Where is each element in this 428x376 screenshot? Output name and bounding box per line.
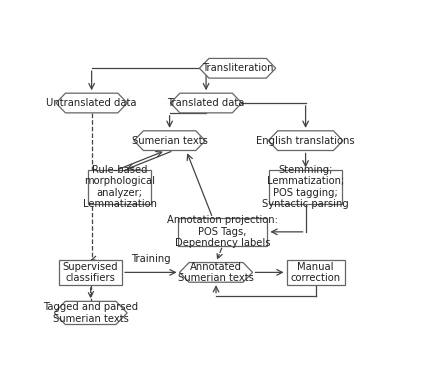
FancyBboxPatch shape	[178, 218, 268, 246]
Text: Tagged and parsed
Sumerian texts: Tagged and parsed Sumerian texts	[43, 302, 138, 324]
Text: Untranslated data: Untranslated data	[46, 98, 137, 108]
Text: English translations: English translations	[256, 136, 355, 146]
Polygon shape	[134, 131, 205, 150]
Text: Manual
correction: Manual correction	[291, 262, 341, 283]
Text: Transliteration: Transliteration	[202, 63, 273, 73]
Text: Supervised
classifiers: Supervised classifiers	[63, 262, 119, 283]
Text: Annotation projection:
POS Tags,
Dependency labels: Annotation projection: POS Tags, Depende…	[167, 215, 278, 249]
Text: Sumerian texts: Sumerian texts	[132, 136, 208, 146]
FancyBboxPatch shape	[286, 260, 345, 285]
Polygon shape	[268, 131, 343, 150]
Text: Training: Training	[131, 254, 171, 264]
Polygon shape	[179, 262, 253, 282]
FancyBboxPatch shape	[269, 170, 342, 204]
Polygon shape	[199, 58, 276, 78]
Text: Rule-based
morphological
analyzer;
Lemmatization: Rule-based morphological analyzer; Lemma…	[83, 165, 157, 209]
Text: Stemming;
Lemmatization;
POS tagging;
Syntactic parsing: Stemming; Lemmatization; POS tagging; Sy…	[262, 165, 349, 209]
Polygon shape	[170, 93, 242, 113]
Polygon shape	[54, 301, 127, 324]
FancyBboxPatch shape	[88, 170, 152, 204]
Text: Translated data: Translated data	[167, 98, 245, 108]
Text: Annotated
Sumerian texts: Annotated Sumerian texts	[178, 262, 254, 283]
Polygon shape	[56, 93, 127, 113]
FancyBboxPatch shape	[59, 260, 122, 285]
